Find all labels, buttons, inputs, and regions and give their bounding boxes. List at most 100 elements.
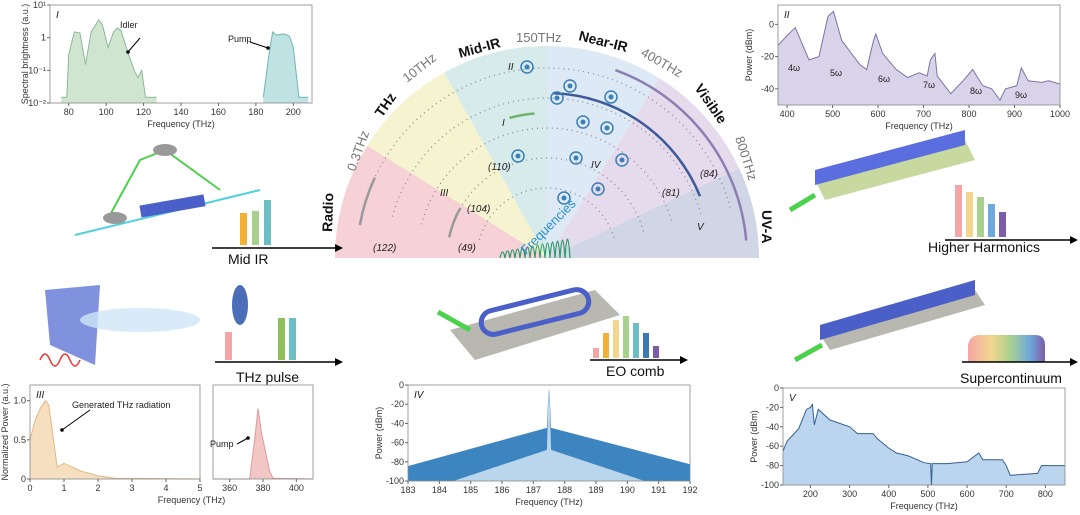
band-sector-0 xyxy=(335,145,547,258)
y-tick-label: -60 xyxy=(391,438,404,448)
target-circle-icon xyxy=(591,182,605,196)
y-axis-label: Normalized Power (a.u.) xyxy=(0,383,10,480)
chart-V: 200 300 400 500 600 700 800 -100 -80 -60 -40 -20 0 Fr… xyxy=(749,383,1066,511)
y-tick-label: -60 xyxy=(766,441,779,451)
x-tick-label: 189 xyxy=(588,485,603,495)
bar xyxy=(643,333,649,358)
y-tick-label: -100 xyxy=(761,480,779,490)
x-axis-label: Frequency (THz) xyxy=(515,497,583,507)
x-tick-label: 600 xyxy=(960,489,975,499)
bar xyxy=(999,212,1006,237)
mid-ir-setup xyxy=(74,144,343,252)
plot-frame xyxy=(407,384,691,482)
series-line-0 xyxy=(29,399,201,480)
series-line-1 xyxy=(454,389,644,482)
target-dot-icon xyxy=(595,186,601,192)
ref-110: (110) xyxy=(488,162,511,173)
y-tick-label: -20 xyxy=(761,52,774,62)
bar xyxy=(252,211,259,245)
y-tick-label: 0.5 xyxy=(13,435,26,445)
x-tick-label: 0 xyxy=(27,483,32,493)
bar xyxy=(240,213,247,245)
y-tick-label: -40 xyxy=(761,84,774,94)
target-circle-icon xyxy=(615,153,629,167)
target-dot-icon xyxy=(554,95,560,101)
higher-harmonics-label: Higher Harmonics xyxy=(928,239,1040,255)
chart-III_b: 360 380 400 xyxy=(212,384,314,493)
panel-label: II xyxy=(784,10,790,21)
y-axis-label: Power (dBm) xyxy=(744,29,754,82)
bar xyxy=(289,318,296,360)
target-circle-icon xyxy=(604,90,618,104)
x-tick-label: 900 xyxy=(1007,109,1022,119)
target-dot-icon xyxy=(604,125,610,131)
colored-arc xyxy=(552,91,702,197)
y-tick-label: 0 xyxy=(399,380,404,390)
y-tick-label: -40 xyxy=(391,418,404,428)
dotted-arc xyxy=(362,67,732,209)
eo-comb-chip xyxy=(436,287,688,364)
x-tick-label: 120 xyxy=(136,107,151,117)
plot-frame xyxy=(777,4,1061,106)
target-dot-icon xyxy=(580,119,586,125)
thz-pulse-label: THz pulse xyxy=(236,369,299,385)
x-tick-label: 184 xyxy=(432,485,447,495)
colored-arc xyxy=(614,68,748,241)
arrow-head-icon xyxy=(60,428,64,432)
x-tick-label: 192 xyxy=(682,485,697,495)
annotation: 4ω xyxy=(788,63,800,73)
x-tick-label: 80 xyxy=(64,107,74,117)
bar xyxy=(977,197,984,237)
harmonics-chip xyxy=(788,130,1078,244)
band-sector-4 xyxy=(547,78,740,258)
series-line-1 xyxy=(262,30,309,98)
x-tick-label: 185 xyxy=(463,485,478,495)
y-axis-label: Power (dBm) xyxy=(749,410,759,463)
arrow-line xyxy=(127,37,141,53)
panel-label: III xyxy=(36,390,45,401)
x-tick-label: 700 xyxy=(916,109,931,119)
y-tick-label: 1 xyxy=(41,33,46,43)
marker-II: II xyxy=(508,62,514,73)
plot-frame xyxy=(29,384,201,480)
mid-ir-label: Mid IR xyxy=(228,251,268,267)
y-axis-label: Power (dBm) xyxy=(374,407,384,460)
bar xyxy=(225,332,232,360)
x-tick-label: 186 xyxy=(494,485,509,495)
arrow-line xyxy=(236,437,249,445)
eo-comb-label: EO comb xyxy=(606,363,665,379)
x-tick-label: 500 xyxy=(825,109,840,119)
series-area-0 xyxy=(783,404,1065,485)
thz-setup xyxy=(39,285,343,367)
series-area-1 xyxy=(263,31,309,103)
x-tick-label: 600 xyxy=(871,109,886,119)
x-axis-label: Frequency (THz) xyxy=(158,495,226,505)
chart-IV: 183 184 185 186 187 188 189 190 191 192 -100 -80 -60… xyxy=(374,380,698,507)
target-circle-icon xyxy=(600,121,614,135)
y-tick-label: 10¹ xyxy=(33,0,46,10)
y-tick-label: 1.0 xyxy=(13,396,26,406)
series-area-0 xyxy=(213,408,313,479)
x-tick-label: 183 xyxy=(400,485,415,495)
y-tick-label: 0 xyxy=(774,383,779,393)
band-sector-3 xyxy=(547,46,660,258)
colored-arc xyxy=(509,112,535,120)
x-tick-label: 400 xyxy=(289,483,304,493)
x-tick-label: 100 xyxy=(99,107,114,117)
target-circle-icon xyxy=(563,79,577,93)
bar xyxy=(633,323,639,358)
x-tick-label: 400 xyxy=(881,489,896,499)
target-dot-icon xyxy=(524,64,530,70)
x-axis-label: Frequency (THz) xyxy=(890,501,958,511)
bar xyxy=(264,200,271,245)
x-tick-label: 380 xyxy=(255,483,270,493)
y-tick-label: 10⁻² xyxy=(28,98,46,108)
marker-V: V xyxy=(697,222,705,233)
x-tick-label: 187 xyxy=(526,485,541,495)
annotation: Generated THz radiation xyxy=(72,400,170,410)
series-area-0 xyxy=(778,11,1060,105)
chart-I: 80 100 120 140 160 180 200 10⁻² 10⁻¹ 1 10¹ Frequenc… xyxy=(20,0,313,129)
series-area-0 xyxy=(30,400,200,479)
chart-II: 400 500 600 700 800 900 1000 -40 -20 0 Frequency (… xyxy=(744,4,1070,131)
